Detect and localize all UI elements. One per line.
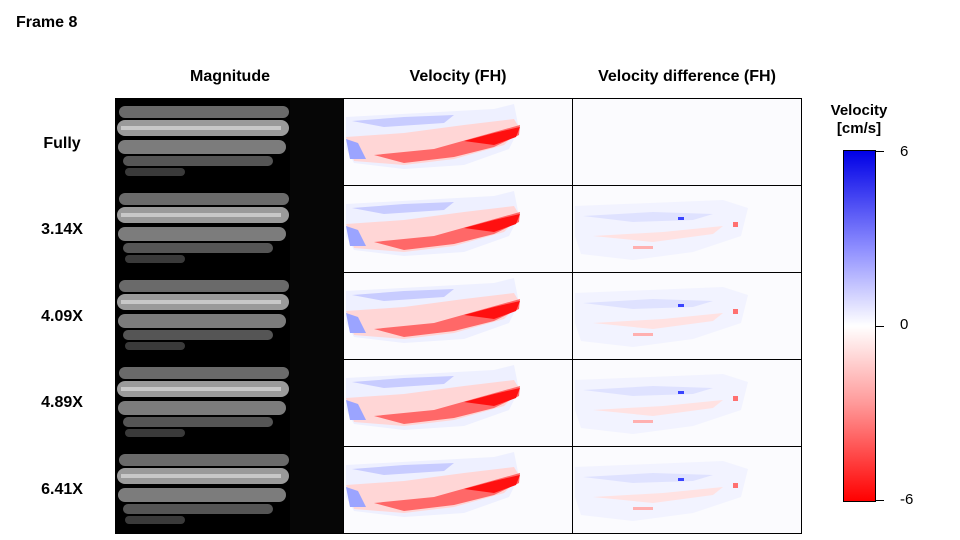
colorbar-title: Velocity [cm/s] bbox=[822, 102, 896, 138]
velocity-difference-panel bbox=[572, 359, 802, 447]
colorbar-tick-max bbox=[876, 151, 884, 152]
magnitude-panel bbox=[115, 185, 345, 273]
velocity-panel bbox=[343, 359, 574, 447]
row-label-4-89x: 4.89X bbox=[41, 394, 83, 411]
row-label-fully: Fully bbox=[43, 135, 81, 152]
column-header-velocity: Velocity (FH) bbox=[409, 68, 507, 85]
column-header-magnitude: Magnitude bbox=[190, 68, 270, 85]
magnitude-panel bbox=[115, 446, 345, 534]
row-label-4-09x: 4.09X bbox=[41, 308, 83, 325]
velocity-difference-panel bbox=[572, 98, 802, 186]
row-label-6-41x: 6.41X bbox=[41, 481, 83, 498]
magnitude-panel bbox=[115, 98, 345, 186]
magnitude-panel bbox=[115, 359, 345, 447]
magnitude-panel bbox=[115, 272, 345, 360]
velocity-difference-panel bbox=[572, 185, 802, 273]
colorbar-tick-min bbox=[876, 500, 884, 501]
velocity-panel bbox=[343, 185, 574, 273]
velocity-difference-panel bbox=[572, 272, 802, 360]
velocity-panel bbox=[343, 446, 574, 534]
colorbar bbox=[843, 150, 876, 502]
velocity-panel bbox=[343, 98, 574, 186]
frame-title: Frame 8 bbox=[16, 14, 78, 31]
velocity-panel bbox=[343, 272, 574, 360]
colorbar-tick-mid bbox=[876, 326, 884, 327]
colorbar-mid-label: 0 bbox=[900, 316, 909, 333]
row-label-3-14x: 3.14X bbox=[41, 221, 83, 238]
colorbar-max-label: 6 bbox=[900, 143, 909, 160]
column-header-velocity-difference: Velocity difference (FH) bbox=[598, 68, 776, 85]
colorbar-title-line2: [cm/s] bbox=[836, 120, 882, 137]
colorbar-min-label: -6 bbox=[900, 491, 914, 508]
colorbar-title-line1: Velocity bbox=[830, 102, 888, 119]
velocity-difference-panel bbox=[572, 446, 802, 534]
